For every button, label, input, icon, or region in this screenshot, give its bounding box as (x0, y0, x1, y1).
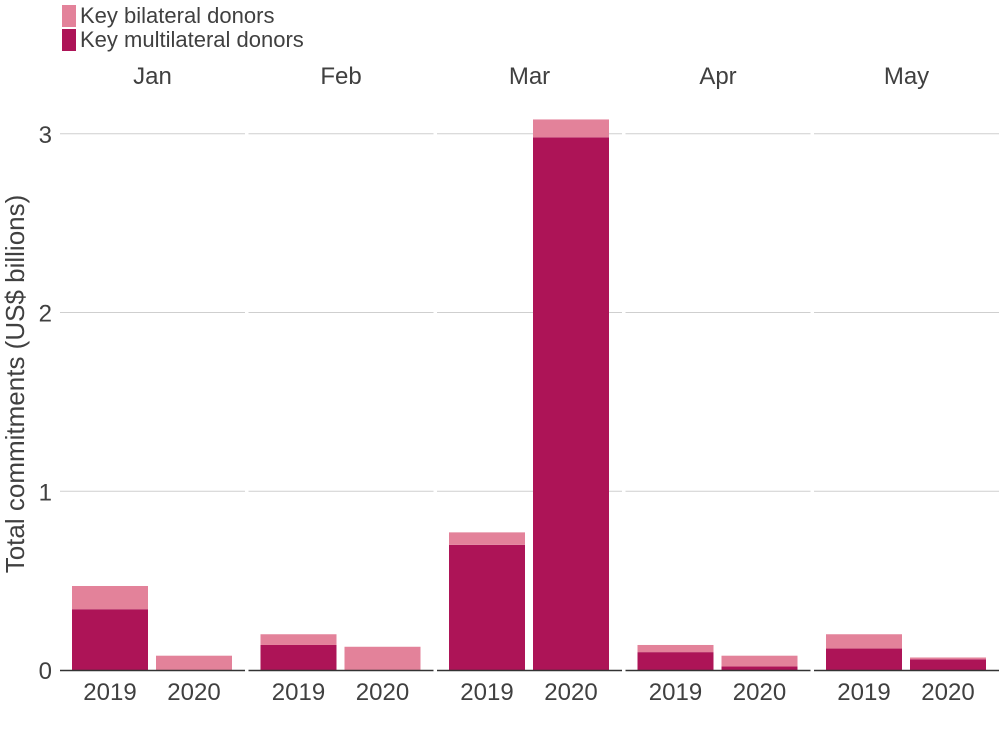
bar-key-bilateral-donors (826, 634, 902, 649)
bar-key-bilateral-donors (260, 634, 337, 645)
facet-title-jan: Jan (133, 63, 172, 90)
legend-swatch-bilateral (62, 5, 76, 27)
legend-item-bilateral: Key bilateral donors (62, 4, 304, 28)
bar-key-multilateral-donors (826, 648, 902, 670)
y-tick-label: 0 (39, 658, 52, 685)
bar-key-bilateral-donors (156, 655, 232, 670)
facet-title-mar: Mar (509, 63, 550, 90)
y-axis-label: Total commitments (US$ billions) (0, 195, 30, 574)
x-tick-label: 2020 (921, 679, 974, 706)
bar-key-bilateral-donors (449, 532, 525, 545)
facet-title-apr: Apr (699, 63, 736, 90)
bar-key-bilateral-donors (637, 644, 714, 653)
facet-title-may: May (884, 63, 929, 90)
legend-swatch-multilateral (62, 29, 76, 51)
x-tick-label: 2020 (733, 679, 786, 706)
x-tick-label: 2019 (837, 679, 890, 706)
x-tick-label: 2019 (649, 679, 702, 706)
bar-key-bilateral-donors (910, 657, 986, 660)
x-tick-label: 2019 (272, 679, 325, 706)
x-tick-label: 2019 (460, 679, 513, 706)
bar-key-bilateral-donors (533, 119, 609, 138)
chart-legend: Key bilateral donors Key multilateral do… (62, 4, 304, 52)
bar-key-multilateral-donors (260, 644, 337, 670)
x-tick-label: 2020 (167, 679, 220, 706)
bar-key-multilateral-donors (637, 652, 714, 670)
bar-key-bilateral-donors (344, 646, 421, 670)
y-tick-label: 3 (39, 122, 52, 149)
x-tick-label: 2020 (544, 679, 597, 706)
facet-title-feb: Feb (320, 63, 361, 90)
legend-label-multilateral: Key multilateral donors (80, 27, 304, 52)
y-tick-label: 1 (39, 479, 52, 506)
bar-key-multilateral-donors (449, 544, 525, 670)
bar-key-multilateral-donors (910, 659, 986, 670)
legend-label-bilateral: Key bilateral donors (80, 3, 275, 28)
bar-key-multilateral-donors (72, 609, 148, 670)
x-tick-label: 2020 (356, 679, 409, 706)
y-tick-label: 2 (39, 301, 52, 328)
bar-key-multilateral-donors (721, 666, 798, 670)
bar-key-bilateral-donors (721, 655, 798, 667)
legend-item-multilateral: Key multilateral donors (62, 28, 304, 52)
x-tick-label: 2019 (83, 679, 136, 706)
bar-key-multilateral-donors (533, 137, 609, 670)
bar-key-bilateral-donors (72, 585, 148, 610)
